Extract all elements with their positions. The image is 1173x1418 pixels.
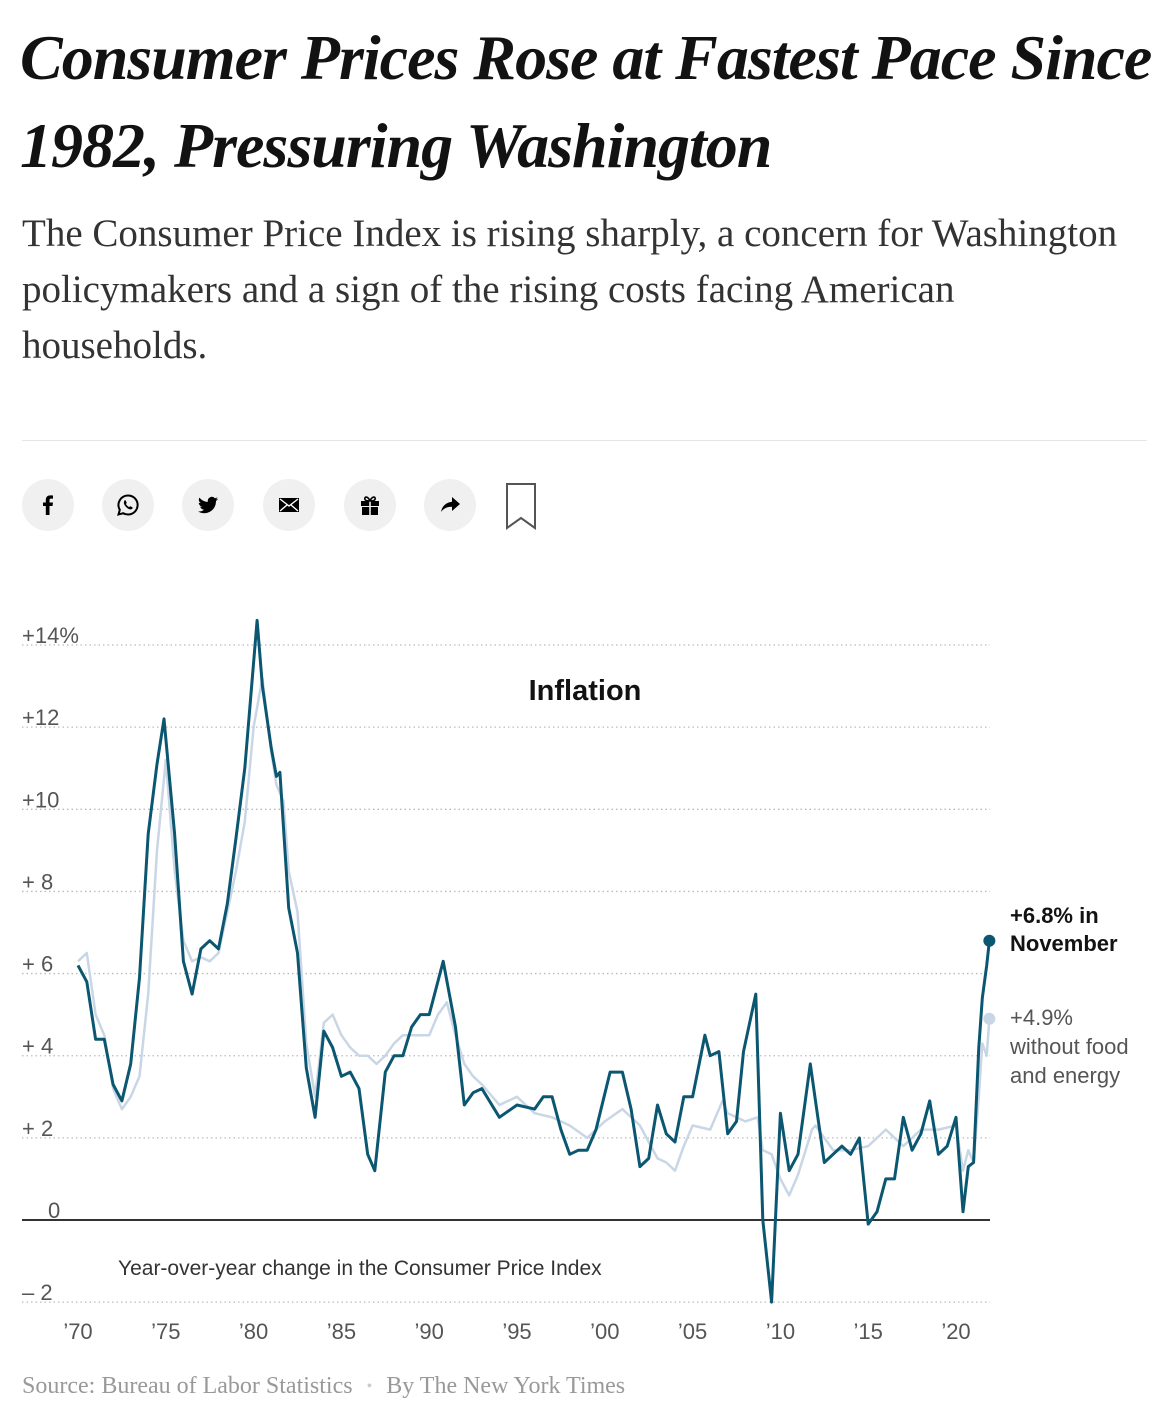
twitter-icon	[198, 496, 218, 514]
bookmark-icon[interactable]	[505, 482, 537, 530]
y-tick-label: + 2	[22, 1116, 53, 1141]
byline: By The New York Times	[386, 1373, 626, 1399]
y-tick-label: – 2	[22, 1280, 53, 1305]
headline-cpi-line	[76, 618, 991, 1304]
headline-month-label: November	[1010, 931, 1118, 956]
x-tick-label: ’70	[63, 1319, 92, 1344]
x-tick-label: ’95	[502, 1319, 531, 1344]
headline-value-label: +6.8% in	[1010, 903, 1099, 928]
y-tick-label: +14%	[22, 623, 79, 648]
share-more-button[interactable]	[424, 479, 476, 531]
x-tick-label: ’20	[941, 1319, 970, 1344]
chart-credits: Source: Bureau of Labor Statistics • By Th…	[22, 1373, 625, 1400]
y-tick-label: 0	[48, 1198, 60, 1223]
gift-article-button[interactable]	[344, 479, 396, 531]
facebook-icon	[43, 495, 53, 515]
source-text: Source: Bureau of Labor Statistics	[22, 1373, 353, 1399]
inflation-chart: +14% +12 +10 + 8 + 6 + 4 + 2 0 – 2 ’70 ’75 ’80 ’85 ’…	[22, 618, 996, 1344]
core-description-label: without food and energy	[1010, 1034, 1129, 1088]
y-tick-label: + 4	[22, 1034, 53, 1059]
twitter-share-button[interactable]	[182, 479, 234, 531]
x-tick-label: ’85	[327, 1319, 356, 1344]
x-tick-label: ’90	[415, 1319, 444, 1344]
whatsapp-icon	[117, 494, 139, 516]
summary: The Consumer Price Index is rising sharp…	[22, 212, 1118, 367]
chart-annotation: Year-over-year change in the Consumer Pr…	[118, 1257, 602, 1280]
core-end-point	[983, 1012, 996, 1025]
y-tick-label: +12	[22, 705, 59, 730]
x-tick-label: ’15	[854, 1319, 883, 1344]
core-value-label: +4.9%	[1010, 1005, 1073, 1030]
email-icon	[279, 498, 299, 512]
divider	[22, 440, 1147, 441]
share-icon	[441, 497, 460, 512]
email-share-button[interactable]	[263, 479, 315, 531]
chart-title: Inflation	[529, 675, 642, 707]
x-tick-label: ’00	[590, 1319, 619, 1344]
y-tick-label: +10	[22, 787, 59, 812]
x-tick-label: ’10	[766, 1319, 795, 1344]
separator: •	[366, 1378, 373, 1396]
y-tick-label: + 6	[22, 952, 53, 977]
whatsapp-share-button[interactable]	[102, 479, 154, 531]
x-tick-label: ’80	[239, 1319, 268, 1344]
y-tick-label: + 8	[22, 869, 53, 894]
x-tick-label: ’05	[678, 1319, 707, 1344]
headline: Consumer Prices Rose at Fastest Pace Sin…	[20, 22, 1152, 181]
core-cpi-line	[77, 676, 991, 1197]
facebook-share-button[interactable]	[22, 479, 74, 531]
article-header: Consumer Prices Rose at Fastest Pace Sin…	[20, 14, 1160, 374]
headline-end-point	[983, 934, 996, 947]
x-tick-label: ’75	[151, 1319, 180, 1344]
gift-icon	[361, 496, 379, 515]
